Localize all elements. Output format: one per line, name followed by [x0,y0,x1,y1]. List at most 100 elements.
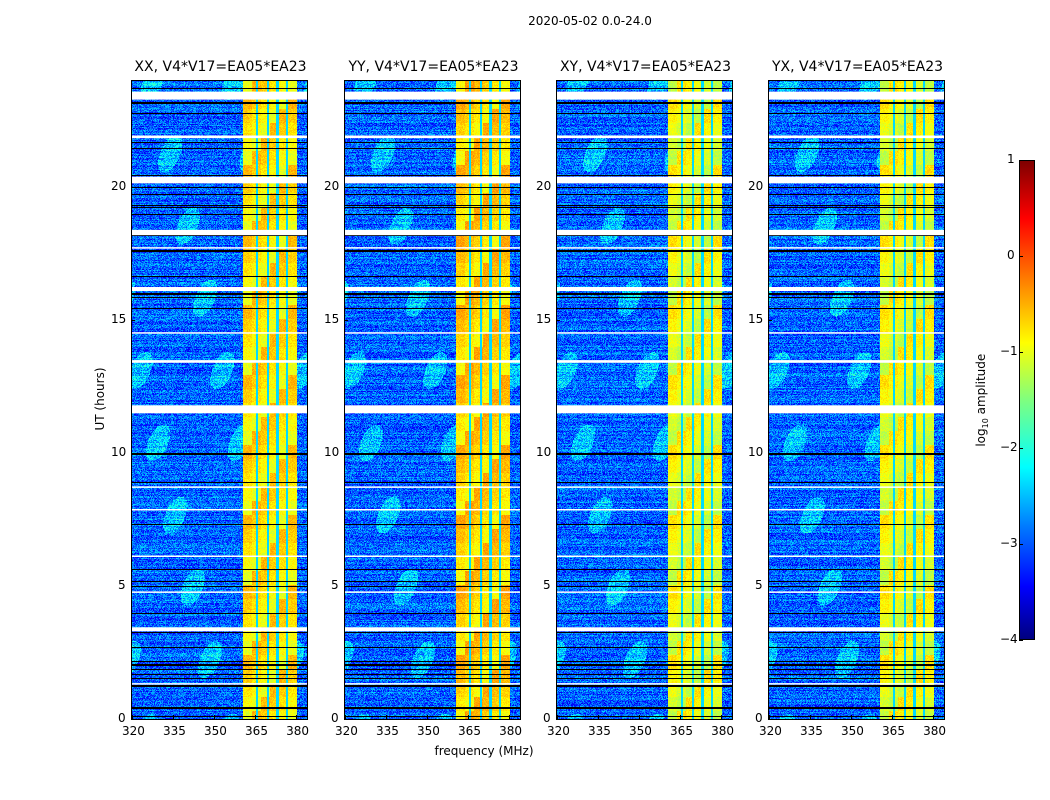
y-tick-label: 10 [536,445,552,460]
y-tick-label: 15 [324,312,340,327]
y-axis-label: UT (hours) [93,367,107,431]
x-tick-label: 365 [882,724,905,738]
y-tick-label: 5 [331,578,339,593]
y-tick-label: 15 [536,312,552,327]
waterfall-panel: XY, V4*V17=EA05*EA23 [556,59,733,720]
x-tick-label: 365 [245,724,268,738]
heatmap-image [345,81,520,719]
panel-title: YY, V4*V17=EA05*EA23 [348,59,519,75]
colorbar-label-main: log [973,428,988,447]
colorbar [1019,160,1035,640]
y-tick-label: 20 [536,179,552,194]
y-tick-mark [556,320,560,322]
x-tick-mark [639,715,641,719]
x-tick-label: 350 [841,724,864,738]
x-tick-label: 380 [499,724,522,738]
heatmap-image [132,81,307,719]
x-tick-mark [680,715,682,719]
y-tick-mark [344,320,348,322]
colorbar-tick-mark [1019,352,1023,353]
colorbar-tick-mark [1019,160,1023,161]
x-tick-mark [345,715,346,719]
y-tick-mark [768,453,772,455]
x-axis-label: frequency (MHz) [434,744,534,758]
x-tick-label: 335 [800,724,823,738]
y-tick-mark [344,453,348,455]
x-tick-mark [214,715,216,719]
y-tick-mark [768,187,772,189]
y-tick-label: 15 [111,312,127,327]
colorbar-tick-mark [1019,640,1023,641]
x-tick-label: 350 [417,724,440,738]
figure-title: 2020-05-02 0.0-24.0 [528,14,652,28]
y-tick-mark [556,453,560,455]
waterfall-panel: YX, V4*V17=EA05*EA23 [768,59,945,720]
y-tick-label: 20 [111,179,127,194]
x-tick-label: 380 [286,724,309,738]
waterfall-panel: YY, V4*V17=EA05*EA23 [344,59,521,720]
x-tick-mark [509,715,511,719]
colorbar-label-sub: 10 [981,418,991,429]
panel-title: XY, V4*V17=EA05*EA23 [559,59,732,75]
y-tick-mark [131,586,135,588]
x-tick-mark [557,715,558,719]
y-tick-label: 0 [543,711,551,725]
x-tick-mark [468,715,470,719]
x-tick-label: 335 [163,724,186,738]
y-tick-label: 20 [748,179,764,194]
x-tick-label: 380 [711,724,734,738]
y-tick-label: 0 [755,711,763,725]
colorbar-label-rest: amplitude [973,353,988,419]
y-tick-label: 0 [331,711,339,725]
x-tick-label: 320 [547,724,570,738]
y-tick-label: 20 [324,179,340,194]
x-tick-mark [598,715,600,719]
y-tick-mark [344,719,348,720]
colorbar-tick-label: −4 [1000,632,1018,646]
y-tick-label: 0 [118,711,126,725]
x-tick-label: 365 [670,724,693,738]
x-tick-label: 320 [122,724,145,738]
waterfall-panel: XX, V4*V17=EA05*EA23 [131,59,308,720]
colorbar-tick-label: −2 [1000,440,1018,454]
y-tick-label: 15 [748,312,764,327]
colorbar-tick-label: −1 [1000,344,1018,358]
x-tick-mark [933,715,935,719]
y-tick-mark [556,719,560,720]
y-tick-mark [556,586,560,588]
y-tick-label: 10 [111,445,127,460]
x-tick-mark [851,715,853,719]
colorbar-tick-label: 1 [1007,152,1015,166]
x-tick-mark [769,715,770,719]
y-tick-mark [768,320,772,322]
x-tick-mark [255,715,257,719]
y-tick-mark [768,719,772,720]
y-tick-mark [131,719,135,720]
y-tick-label: 10 [324,445,340,460]
y-tick-mark [131,187,135,189]
x-tick-label: 350 [204,724,227,738]
y-tick-label: 10 [748,445,764,460]
y-tick-mark [344,187,348,189]
x-tick-label: 320 [335,724,358,738]
x-tick-label: 350 [629,724,652,738]
y-tick-mark [131,320,135,322]
x-tick-mark [810,715,812,719]
y-tick-mark [344,586,348,588]
y-tick-mark [131,453,135,455]
colorbar-tick-label: 0 [1007,248,1015,262]
x-tick-mark [721,715,723,719]
x-tick-mark [296,715,298,719]
heatmap-image [557,81,732,719]
y-tick-mark [556,187,560,189]
x-tick-mark [386,715,388,719]
x-tick-mark [173,715,175,719]
x-tick-mark [892,715,894,719]
colorbar-tick-mark [1019,448,1023,449]
x-tick-mark [132,715,133,719]
x-tick-label: 335 [588,724,611,738]
x-tick-label: 365 [458,724,481,738]
x-tick-mark [427,715,429,719]
y-tick-mark [768,586,772,588]
